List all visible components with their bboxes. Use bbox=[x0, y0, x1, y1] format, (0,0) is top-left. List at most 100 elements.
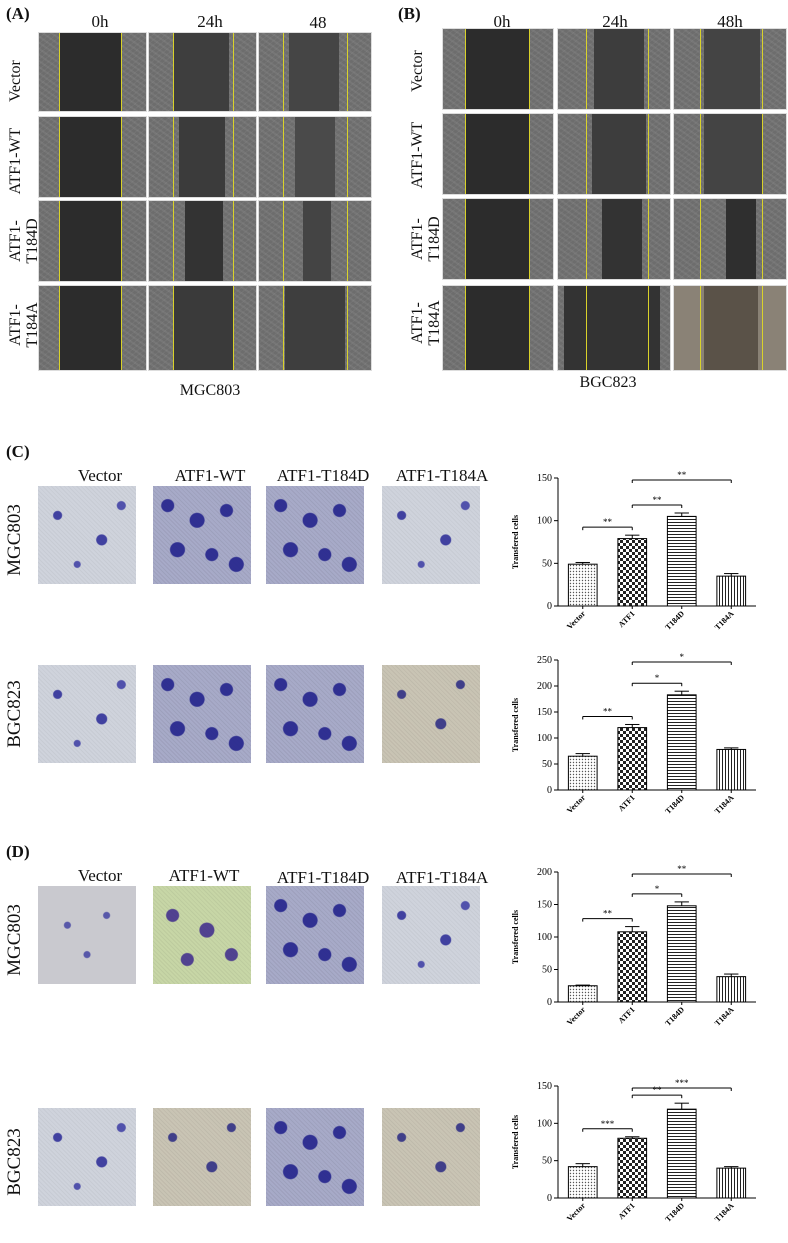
y-tick-label: 200 bbox=[537, 681, 552, 692]
significance-label: ** bbox=[653, 1085, 663, 1095]
wound-image bbox=[148, 285, 257, 371]
wound-image bbox=[148, 200, 257, 282]
bar bbox=[617, 931, 648, 1003]
panel-d-row-bgc823: BGC823 bbox=[4, 1128, 25, 1196]
panel-b-col-24h: 24h bbox=[602, 12, 628, 31]
panel-b-col-0h: 0h bbox=[493, 12, 511, 31]
x-tick-label: Vector bbox=[565, 1005, 587, 1027]
significance-label: ** bbox=[677, 864, 687, 874]
wound-image bbox=[258, 200, 372, 282]
wound-image bbox=[673, 198, 787, 280]
y-tick-label: 100 bbox=[537, 932, 552, 943]
panel-b-label: (B) bbox=[398, 4, 421, 23]
wound-image bbox=[442, 285, 554, 371]
panel-b-col-48h: 48h bbox=[717, 12, 743, 31]
panel-c-col-t184d: ATF1-T184D bbox=[276, 466, 370, 485]
y-tick-label: 50 bbox=[542, 965, 552, 976]
significance-label: * bbox=[655, 884, 660, 894]
panel-a-row-t184a: ATF1- T184A bbox=[7, 302, 41, 348]
x-tick-label: Vector bbox=[565, 1201, 587, 1223]
x-tick-label: ATF1 bbox=[617, 1201, 637, 1221]
bar bbox=[716, 575, 747, 607]
transwell-image bbox=[38, 1108, 136, 1206]
bar bbox=[666, 515, 697, 607]
wound-image bbox=[557, 28, 671, 110]
y-axis-label: Transfered cells bbox=[511, 515, 520, 569]
wound-image bbox=[148, 116, 257, 198]
x-tick-label: T184D bbox=[663, 1005, 686, 1028]
y-axis-label: Transfered cells bbox=[511, 910, 520, 964]
wound-image bbox=[557, 285, 671, 371]
wound-image bbox=[442, 113, 554, 195]
significance-label: ** bbox=[603, 909, 613, 919]
transwell-image bbox=[38, 665, 136, 763]
transwell-image bbox=[382, 886, 480, 984]
y-tick-label: 150 bbox=[537, 900, 552, 911]
transwell-image bbox=[153, 1108, 251, 1206]
significance-label: ** bbox=[677, 470, 687, 480]
panel-c-col-t184a: ATF1-T184A bbox=[395, 466, 489, 485]
bar bbox=[666, 905, 697, 1003]
transwell-image bbox=[38, 486, 136, 584]
bar bbox=[716, 976, 747, 1003]
wound-image bbox=[38, 116, 147, 198]
wound-image bbox=[258, 32, 372, 112]
panel-a-row-vector: Vector bbox=[7, 60, 24, 102]
panel-a-label: (A) bbox=[6, 4, 30, 23]
chart-d-bgc823: Transfered cells 0 50 100 150 Vector ATF1 T184D… bbox=[506, 1076, 776, 1238]
x-tick-label: T184A bbox=[713, 1201, 736, 1224]
transwell-image bbox=[266, 1108, 364, 1206]
y-tick-label: 0 bbox=[547, 601, 552, 612]
y-tick-label: 150 bbox=[537, 707, 552, 718]
panel-c-col-vector: Vector bbox=[77, 466, 123, 485]
wound-image bbox=[442, 198, 554, 280]
panel-a-row-atf1-wt: ATF1-WT bbox=[7, 127, 24, 195]
wound-image bbox=[557, 113, 671, 195]
bar bbox=[617, 538, 648, 607]
y-tick-label: 100 bbox=[537, 733, 552, 744]
wound-image bbox=[673, 28, 787, 110]
panel-c-row-mgc803: MGC803 bbox=[4, 504, 25, 576]
x-tick-label: T184A bbox=[713, 609, 736, 632]
y-tick-label: 50 bbox=[542, 558, 552, 569]
transwell-image bbox=[266, 886, 364, 984]
bar bbox=[617, 727, 648, 791]
x-tick-label: T184A bbox=[713, 1005, 736, 1028]
transwell-image bbox=[382, 1108, 480, 1206]
wound-image bbox=[148, 32, 257, 112]
chart-c-mgc803: Transfered cells 0 50 100 150 Vector ATF1 T184D… bbox=[506, 468, 776, 646]
y-tick-label: 250 bbox=[537, 655, 552, 666]
wound-image bbox=[38, 285, 147, 371]
y-tick-label: 200 bbox=[537, 867, 552, 878]
x-tick-label: T184D bbox=[663, 793, 686, 816]
chart-c-bgc823: Transfered cells 0 50 100 150 200 250 Vector ATF… bbox=[506, 650, 776, 830]
x-tick-label: ATF1 bbox=[617, 793, 637, 813]
wound-image bbox=[442, 28, 554, 110]
y-tick-label: 100 bbox=[537, 516, 552, 527]
bar bbox=[567, 985, 598, 1003]
panel-d-label: (D) bbox=[6, 842, 30, 861]
y-tick-label: 0 bbox=[547, 1193, 552, 1204]
wound-image bbox=[258, 285, 372, 371]
panel-a-row-t184d: ATF1- T184D bbox=[7, 218, 41, 264]
transwell-image bbox=[153, 665, 251, 763]
y-tick-label: 150 bbox=[537, 473, 552, 484]
transwell-image bbox=[266, 665, 364, 763]
bar bbox=[716, 748, 747, 791]
panel-c-label: (C) bbox=[6, 442, 30, 461]
x-tick-label: ATF1 bbox=[617, 609, 637, 629]
transwell-image bbox=[382, 665, 480, 763]
panel-b-row-t184a: ATF1- T184A bbox=[409, 300, 443, 346]
wound-image bbox=[557, 198, 671, 280]
x-tick-label: Vector bbox=[565, 793, 587, 815]
bar bbox=[567, 563, 598, 607]
transwell-image bbox=[382, 486, 480, 584]
significance-label: ** bbox=[653, 495, 663, 505]
panel-b-caption: BGC823 bbox=[579, 374, 637, 391]
significance-label: *** bbox=[601, 1119, 615, 1129]
transwell-image bbox=[38, 886, 136, 984]
panel-a-col-0h: 0h bbox=[91, 12, 109, 31]
bar bbox=[666, 694, 697, 791]
panel-d-row-mgc803: MGC803 bbox=[4, 904, 25, 976]
y-axis-label: Transfered cells bbox=[511, 1115, 520, 1169]
